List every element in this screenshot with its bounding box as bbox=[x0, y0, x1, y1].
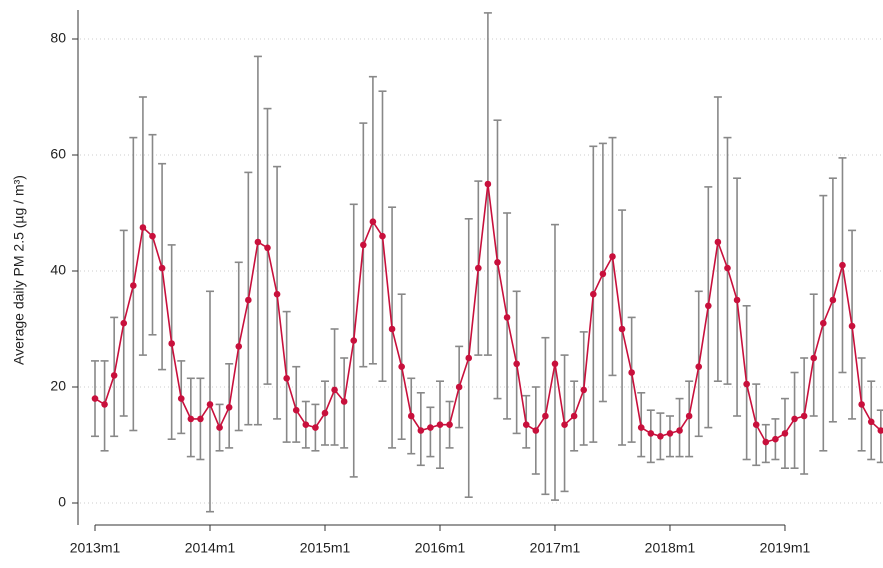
data-point bbox=[695, 363, 703, 371]
data-point bbox=[427, 424, 434, 431]
data-point bbox=[848, 322, 856, 330]
data-point bbox=[877, 427, 883, 434]
data-point bbox=[628, 369, 635, 376]
x-tick-label: 2014m1 bbox=[185, 540, 236, 556]
data-point bbox=[465, 354, 473, 362]
data-point bbox=[407, 412, 415, 420]
data-point bbox=[91, 395, 99, 402]
x-tick-label: 2017m1 bbox=[530, 540, 581, 556]
data-point bbox=[867, 418, 875, 426]
data-point bbox=[685, 412, 693, 420]
data-point bbox=[561, 421, 568, 429]
x-tick-label: 2019m1 bbox=[760, 540, 811, 556]
data-point bbox=[254, 238, 262, 246]
data-point bbox=[283, 375, 290, 382]
data-point bbox=[791, 415, 798, 423]
data-point bbox=[580, 386, 588, 394]
data-point bbox=[657, 433, 664, 440]
data-point bbox=[264, 244, 271, 252]
data-point bbox=[829, 296, 837, 304]
data-point bbox=[781, 430, 789, 437]
data-point bbox=[609, 253, 616, 260]
data-point bbox=[513, 360, 520, 368]
data-point bbox=[705, 302, 712, 310]
data-point bbox=[484, 180, 492, 188]
data-point bbox=[446, 421, 453, 429]
data-point bbox=[820, 319, 827, 327]
data-point bbox=[647, 430, 655, 437]
data-point bbox=[800, 412, 808, 420]
y-tick-label: 80 bbox=[50, 30, 66, 46]
x-tick-label: 2013m1 bbox=[70, 540, 121, 556]
data-point bbox=[590, 290, 597, 298]
data-point bbox=[810, 354, 818, 362]
data-point bbox=[637, 424, 645, 431]
data-point bbox=[312, 424, 319, 431]
data-point bbox=[187, 415, 195, 423]
data-point bbox=[858, 401, 865, 408]
y-tick-label: 60 bbox=[50, 146, 66, 162]
data-point bbox=[292, 406, 300, 414]
data-point bbox=[273, 290, 281, 298]
data-point bbox=[522, 421, 530, 429]
data-point bbox=[302, 421, 310, 429]
data-point bbox=[570, 412, 578, 420]
data-point bbox=[388, 325, 396, 333]
data-point bbox=[398, 363, 405, 371]
data-point bbox=[379, 232, 386, 240]
data-point bbox=[350, 337, 358, 344]
data-point bbox=[666, 430, 674, 437]
data-point bbox=[618, 325, 626, 333]
data-point bbox=[532, 427, 540, 434]
data-point bbox=[599, 270, 607, 278]
data-point bbox=[542, 412, 549, 420]
data-point bbox=[839, 261, 846, 269]
x-tick-label: 2018m1 bbox=[645, 540, 696, 556]
data-point bbox=[733, 296, 741, 304]
data-point bbox=[245, 296, 252, 304]
data-point bbox=[216, 424, 223, 431]
x-tick-label: 2015m1 bbox=[300, 540, 351, 556]
data-point bbox=[417, 427, 425, 434]
data-point bbox=[130, 282, 137, 289]
data-point bbox=[436, 421, 444, 429]
data-point bbox=[494, 259, 501, 266]
data-point bbox=[475, 264, 482, 272]
y-tick-label: 0 bbox=[58, 494, 66, 510]
data-point bbox=[743, 380, 750, 388]
data-point bbox=[110, 372, 118, 379]
y-tick-label: 40 bbox=[50, 262, 66, 278]
data-point bbox=[197, 415, 204, 423]
y-tick-label: 20 bbox=[50, 378, 66, 394]
data-point bbox=[360, 241, 367, 249]
data-point bbox=[676, 427, 683, 434]
data-point bbox=[762, 438, 770, 446]
data-point bbox=[369, 218, 377, 225]
data-point bbox=[331, 386, 338, 394]
data-point bbox=[551, 360, 559, 368]
data-point bbox=[752, 421, 760, 429]
data-point bbox=[503, 314, 511, 321]
y-axis-label: Average daily PM 2.5 (µg / m³) bbox=[11, 175, 27, 365]
data-point bbox=[149, 232, 156, 240]
data-point bbox=[714, 238, 722, 246]
data-point bbox=[321, 409, 329, 417]
data-point bbox=[139, 224, 147, 231]
data-point bbox=[235, 343, 243, 350]
data-point bbox=[724, 264, 731, 272]
data-point bbox=[206, 401, 214, 408]
x-tick-label: 2016m1 bbox=[415, 540, 466, 556]
data-point bbox=[168, 340, 175, 347]
data-point bbox=[455, 383, 463, 391]
data-point bbox=[158, 264, 166, 272]
data-point bbox=[225, 404, 233, 411]
data-point bbox=[101, 401, 108, 408]
data-point bbox=[177, 395, 185, 402]
data-point bbox=[340, 398, 348, 405]
data-point bbox=[120, 319, 128, 327]
data-point bbox=[772, 435, 779, 443]
